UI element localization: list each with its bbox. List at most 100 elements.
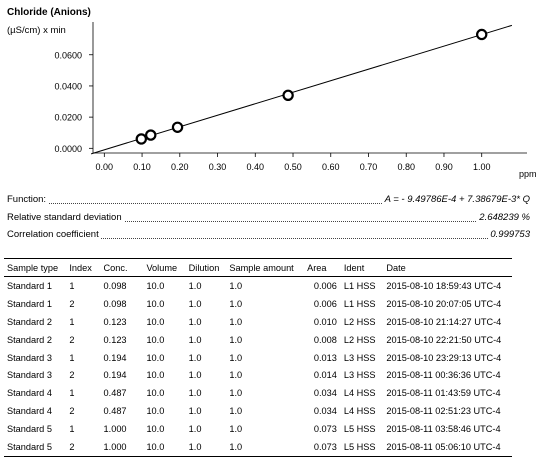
table-cell: Standard 5 — [4, 438, 67, 457]
column-header: Ident — [340, 258, 384, 277]
table-row: Standard 4 2 0.487 10.0 1.0 1.0 0.034 L4 HSS 201… — [4, 402, 512, 420]
y-axis-label: (µS/cm) x min — [7, 25, 66, 36]
table-cell: 1.0 — [226, 438, 305, 457]
data-point — [282, 89, 294, 101]
table-cell: 2015-08-10 22:21:50 UTC-4 — [386, 334, 502, 345]
table-body: Standard 1 1 0.098 10.0 1.0 1.0 0.006 L1 HSS 201… — [4, 277, 512, 457]
table-row: Standard 4 1 0.487 10.0 1.0 1.0 0.034 L4 HSS 201… — [4, 384, 512, 402]
table-cell: 1.0 — [188, 352, 202, 363]
x-tick-label: 0.50 — [284, 162, 302, 172]
table-cell: 1.0 — [229, 406, 243, 417]
table-cell: 1.0 — [229, 298, 243, 309]
table-cell: 2015-08-10 18:59:43 UTC-4 — [386, 280, 502, 291]
table-cell: 1 — [69, 388, 75, 399]
table-row: Standard 1 1 0.098 10.0 1.0 1.0 0.006 L1 HSS 201… — [4, 277, 512, 295]
column-header: Index — [66, 258, 101, 277]
table-cell: 0.123 — [103, 316, 127, 327]
dot-leader — [7, 232, 530, 239]
table-cell: 2 — [69, 298, 75, 309]
table-cell: 1.0 — [188, 334, 202, 345]
table-cell: 2015-08-11 05:06:10 UTC-4 — [383, 438, 512, 457]
table-cell: Standard 3 — [7, 352, 52, 363]
column-header: Dilution — [185, 258, 227, 277]
table-row: Standard 5 2 1.000 10.0 1.0 1.0 0.073 L5 HSS 201… — [4, 438, 512, 457]
table-cell: L4 HSS — [343, 388, 376, 399]
x-tick-label: 0.20 — [171, 162, 189, 172]
table-cell: 1 — [69, 352, 75, 363]
table-cell: Standard 4 — [7, 388, 52, 399]
table-cell: 1.0 — [188, 370, 202, 381]
table-cell: 1.0 — [229, 388, 243, 399]
table-cell: L2 HSS — [343, 334, 376, 345]
table-row: Standard 5 1 1.000 10.0 1.0 1.0 0.073 L5 HSS 201… — [4, 420, 512, 438]
column-header: Volume — [143, 258, 186, 277]
table-cell: 1.0 — [229, 352, 243, 363]
table-cell: 1.0 — [185, 438, 227, 457]
table-cell: Standard 4 — [7, 406, 52, 417]
table-cell: 0.034 — [313, 406, 337, 417]
table-cell: L5 HSS — [343, 424, 376, 435]
table-cell: Standard 2 — [7, 316, 52, 327]
data-point — [135, 133, 148, 145]
table-cell: Standard 1 — [7, 298, 52, 309]
x-axis-label: ppm — [519, 169, 537, 179]
column-header: Sample amount — [226, 258, 305, 277]
y-tick-label: 0.0400 — [54, 81, 82, 91]
table-cell: 2015-08-11 01:43:59 UTC-4 — [386, 388, 501, 399]
table-cell: 1 — [69, 280, 75, 291]
table-cell: 2015-08-10 23:29:13 UTC-4 — [386, 352, 502, 363]
table-cell: 10.0 — [146, 334, 165, 345]
table-cell: Standard 1 — [7, 280, 52, 291]
column-header: Conc. — [100, 258, 144, 277]
table-cell: 0.034 — [313, 388, 337, 399]
regression-line — [90, 24, 513, 155]
chart-title: Chloride (Anions) — [7, 7, 91, 18]
table-cell: 2 — [66, 438, 101, 457]
table-cell: 1 — [69, 424, 75, 435]
table-cell: 0.073 — [313, 424, 337, 435]
table-cell: 2015-08-11 00:36:36 UTC-4 — [386, 370, 501, 381]
stat-row: Function: A = - 9.49786E-4 + 7.38679E-3* … — [7, 193, 530, 207]
stat-value: 2.648239 % — [477, 211, 530, 225]
table-cell: L5 HSS — [340, 438, 384, 457]
x-tick-label: 0.30 — [209, 162, 227, 172]
table-cell: L3 HSS — [343, 352, 376, 363]
table-cell: 10.0 — [143, 438, 186, 457]
table-cell: 2015-08-11 02:51:23 UTC-4 — [386, 406, 501, 417]
table-cell: L1 HSS — [343, 298, 376, 309]
table-cell: 2 — [69, 370, 75, 381]
table-cell: Standard 3 — [7, 370, 52, 381]
x-tick-label: 0.70 — [360, 162, 378, 172]
x-axis-ticks: 0.00 0.10 0.20 0.30 0.40 0.50 0.60 0.70 0.80 0.90… — [96, 153, 490, 172]
table-cell: L2 HSS — [343, 316, 376, 327]
table-cell: 10.0 — [146, 388, 165, 399]
table-cell: 1.0 — [188, 388, 202, 399]
table-row: Standard 1 2 0.098 10.0 1.0 1.0 0.006 L1 HSS 201… — [4, 295, 512, 313]
table-cell: 0.008 — [313, 334, 337, 345]
table-cell: 1.0 — [188, 406, 202, 417]
column-header: Sample type — [4, 258, 67, 277]
data-point — [145, 129, 157, 141]
table-cell: 0.487 — [103, 388, 127, 399]
table-cell: L1 HSS — [343, 280, 376, 291]
table-cell: 1.0 — [229, 424, 243, 435]
table-cell: 1.0 — [188, 316, 202, 327]
table-cell: 0.194 — [103, 352, 127, 363]
table-cell: 2 — [69, 334, 75, 345]
table-cell: 10.0 — [146, 298, 165, 309]
dot-leader — [7, 197, 530, 204]
table-cell: 0.006 — [313, 280, 337, 291]
data-points — [135, 28, 488, 145]
table-cell: 0.487 — [103, 406, 127, 417]
table-cell: 1.000 — [103, 424, 127, 435]
table-cell: 1.0 — [188, 424, 202, 435]
table-header-row: Sample type Index Conc. Volume Dilution Sampl… — [4, 258, 512, 277]
table-row: Standard 3 2 0.194 10.0 1.0 1.0 0.014 L3 HSS 201… — [4, 366, 512, 384]
y-tick-label: 0.0000 — [54, 144, 82, 154]
table-cell: 1.0 — [229, 370, 243, 381]
calibration-table: Sample type Index Conc. Volume Dilution Sampl… — [4, 258, 512, 457]
table-cell: L3 HSS — [343, 370, 376, 381]
stat-row: Relative standard deviation 2.648239 % — [7, 211, 530, 225]
x-tick-label: 0.10 — [133, 162, 151, 172]
table-cell: 2015-08-10 20:07:05 UTC-4 — [386, 298, 502, 309]
